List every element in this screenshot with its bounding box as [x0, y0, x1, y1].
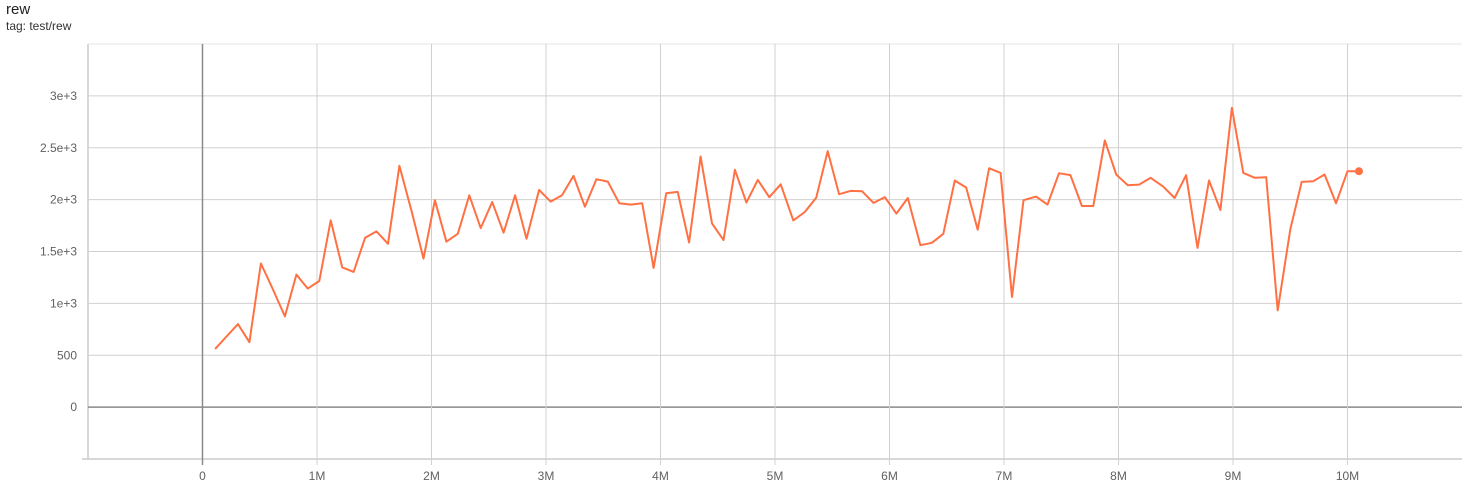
x-tick-label: 3M	[538, 469, 555, 483]
x-tick-label: 1M	[309, 469, 326, 483]
y-tick-label: 1.5e+3	[40, 245, 77, 259]
x-tick-label: 6M	[881, 469, 898, 483]
y-tick-label: 0	[70, 400, 77, 414]
x-tick-label: 10M	[1336, 469, 1359, 483]
y-tick-label: 500	[57, 348, 77, 362]
y-tick-label: 1e+3	[50, 296, 77, 310]
chart-tag: tag: test/rew	[6, 19, 72, 33]
x-tick-label: 7M	[996, 469, 1013, 483]
x-tick-label: 0	[199, 469, 206, 483]
y-tick-label: 2e+3	[50, 193, 77, 207]
chart-title: rew	[6, 1, 31, 18]
last-data-point	[1354, 167, 1363, 176]
x-tick-label: 5M	[767, 469, 784, 483]
x-tick-label: 4M	[652, 469, 669, 483]
x-tick-label: 8M	[1110, 469, 1127, 483]
y-tick-label: 2.5e+3	[40, 141, 77, 155]
x-tick-label: 2M	[423, 469, 440, 483]
series-line	[214, 106, 1359, 350]
y-tick-label: 3e+3	[50, 89, 77, 103]
x-tick-label: 9M	[1225, 469, 1242, 483]
